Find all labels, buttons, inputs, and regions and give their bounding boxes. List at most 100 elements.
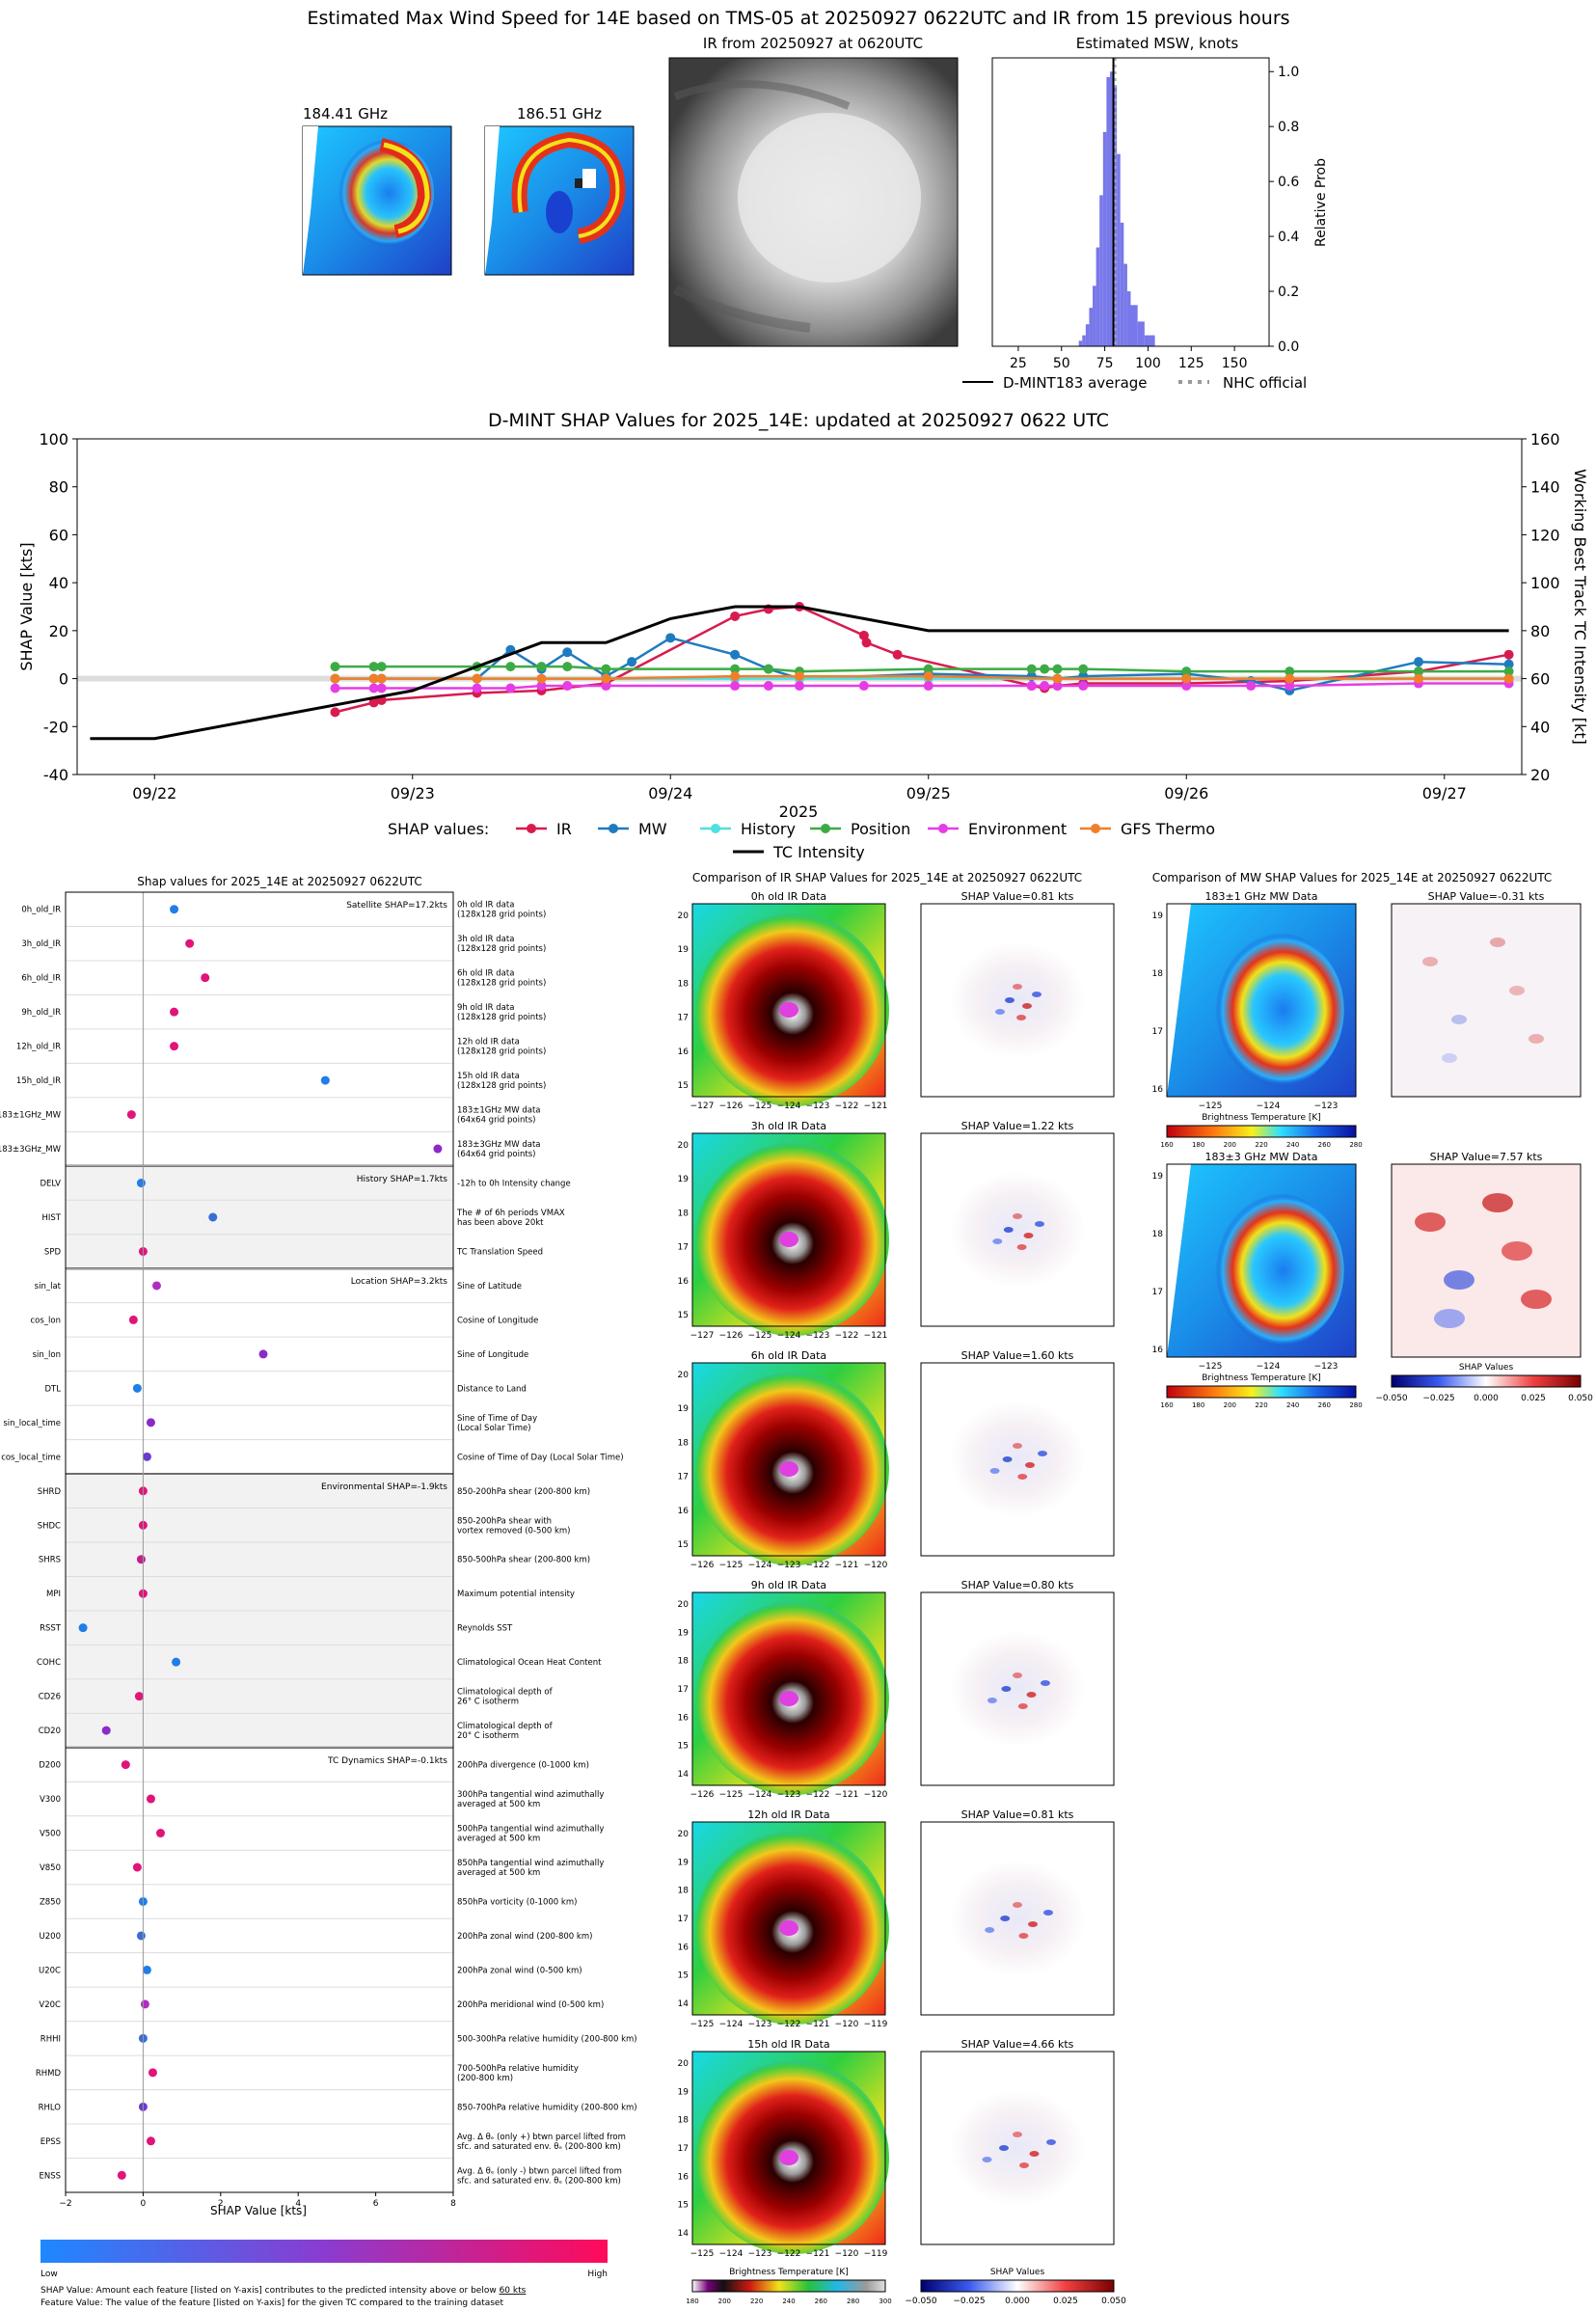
shap-timeline-chart: -40 -20 0 20 40 60 80 100 20 40 60 80 100 120 140 160 09…: [17, 430, 1589, 802]
mw-xtick-label: −124: [1257, 1101, 1281, 1111]
ir-xtick-label: −124: [748, 1790, 772, 1800]
timeline-ytick-label: -40: [43, 766, 68, 784]
feature-name: RSST: [40, 1624, 62, 1634]
mw-shap-speck: [1528, 1034, 1544, 1044]
feature-name: SHDC: [38, 1521, 61, 1531]
ir-ytick-label: 19: [678, 1858, 690, 1867]
ir-xtick-label: −127: [690, 1331, 715, 1341]
ir-xtick-label: −121: [835, 1790, 859, 1800]
group-band: [66, 1165, 453, 1269]
mw-bt-colorbar: [1166, 1385, 1357, 1399]
ir-shap-image: [920, 903, 1115, 1098]
ir-shap-label: SHAP Value=0.81 kts: [961, 890, 1074, 903]
mw-ytick-label: 19: [1152, 1172, 1164, 1182]
feature-name: D200: [39, 1761, 61, 1771]
feature-desc: has been above 20kt: [457, 1218, 544, 1228]
feature-name: SHRD: [38, 1487, 62, 1497]
series-point-position: [763, 664, 773, 674]
hist-bar: [1106, 76, 1110, 346]
ir-panel-image: [691, 1132, 889, 1336]
ir-ytick-label: 19: [678, 1404, 690, 1414]
hist-bar: [1089, 308, 1094, 346]
ir-xtick-label: −119: [864, 2020, 888, 2029]
feature-desc: (128x128 grid points): [457, 911, 546, 920]
mw2-label: 186.51 GHz: [517, 105, 602, 122]
feature-name: U20C: [39, 1966, 61, 1975]
ir-bt-tick: 220: [750, 2297, 763, 2305]
series-point-gfs: [923, 671, 933, 682]
series-line-position: [335, 665, 1509, 673]
feature-desc: 200hPa zonal wind (200-800 km): [457, 1932, 592, 1942]
shap-speck: [1018, 1933, 1029, 1939]
shap-speck: [1032, 992, 1041, 997]
series-point-position: [730, 664, 741, 674]
series-point-position: [1078, 664, 1089, 674]
timeline-xtick-label: 09/25: [906, 784, 951, 802]
timeline-legend: SHAP values: IR MW History Position Environme…: [388, 820, 1215, 861]
feature-desc: (64x64 grid points): [457, 1116, 535, 1126]
legend-marker-gfs: [1091, 824, 1100, 833]
mw-ytick-label: 17: [1152, 1027, 1163, 1037]
series-line-gfs: [335, 674, 1509, 680]
legend-label-environment: Environment: [968, 820, 1067, 838]
feature-desc: 9h old IR data: [457, 1003, 514, 1013]
ir-xtick-label: −120: [864, 1561, 888, 1570]
timeline-ytick-label: 60: [49, 526, 68, 544]
hist-ytick-label: 0.8: [1278, 120, 1299, 135]
timeline-ytick-label: -20: [43, 718, 68, 736]
series-point-position: [1052, 664, 1063, 674]
hist-bar: [1085, 324, 1090, 346]
mw-bt-label: Brightness Temperature [K]: [1202, 1373, 1321, 1383]
mw-shap-speck: [1451, 1015, 1467, 1024]
series-point-ir: [1503, 649, 1514, 660]
series-point-environment: [505, 683, 516, 693]
mw-shap-speck: [1490, 938, 1505, 947]
group-label: TC Dynamics SHAP=-0.1kts: [327, 1756, 447, 1766]
legend-dmint: D-MINT183 average: [1003, 374, 1148, 392]
ir-ytick-label: 18: [678, 1887, 690, 1896]
ir-panel-image: [691, 2051, 889, 2254]
feature-dot: [320, 1075, 330, 1085]
series-point-gfs: [536, 673, 547, 684]
mw-bt-tick: 240: [1286, 1401, 1299, 1409]
mw-nodata: [1167, 904, 1191, 1097]
shap-speck: [1013, 1902, 1022, 1908]
feature-desc: Maximum potential intensity: [457, 1590, 575, 1599]
mw-panel-label: 183±3 GHz MW Data: [1205, 1151, 1318, 1163]
series-point-environment: [1078, 681, 1089, 692]
hist-xtick-label: 150: [1222, 356, 1248, 371]
mw-ytick-label: 18: [1152, 969, 1164, 979]
ir-shap-image: [920, 1132, 1115, 1327]
series-point-environment: [472, 683, 482, 693]
series-point-ir: [861, 638, 872, 648]
shap-speck: [1023, 1233, 1034, 1238]
ir-xtick-label: −122: [806, 1790, 830, 1800]
mw-xtick-label: −124: [1257, 1362, 1281, 1372]
timeline-y2tick-label: 100: [1530, 574, 1560, 592]
feature-name: HIST: [42, 1213, 62, 1223]
hist-bar: [1099, 195, 1103, 346]
ir-ytick-label: 20: [678, 1600, 690, 1610]
timeline-xtick-label: 09/22: [132, 784, 176, 802]
mw-shap-tick: 0.000: [1474, 1394, 1499, 1403]
shap-speck: [1029, 2151, 1040, 2157]
timeline-ytick-label: 0: [59, 670, 68, 689]
ir-xtick-label: −121: [864, 1101, 888, 1111]
feature-desc: 850hPa vorticity (0-1000 km): [457, 1897, 577, 1907]
feature-name: CD20: [39, 1726, 61, 1736]
shap-speck: [987, 1698, 997, 1703]
ir-shap-tick: 0.050: [1101, 2297, 1126, 2306]
mw-frame: [1166, 1163, 1357, 1358]
dot-xtick-label: 2: [218, 2199, 224, 2209]
feature-dot: [134, 1692, 144, 1701]
series-point-environment: [1285, 681, 1295, 692]
ir-panel-label: 15h old IR Data: [747, 2038, 829, 2051]
ir-core: [779, 1232, 798, 1247]
feature-dot: [146, 2136, 155, 2146]
mw-shap-speck: [1509, 986, 1525, 995]
shap-speck: [982, 2157, 992, 2162]
mw-ytick-label: 16: [1152, 1346, 1164, 1355]
ir-frame: [691, 1132, 886, 1327]
series-point-mw: [665, 633, 676, 643]
series-point-ir: [368, 697, 379, 708]
